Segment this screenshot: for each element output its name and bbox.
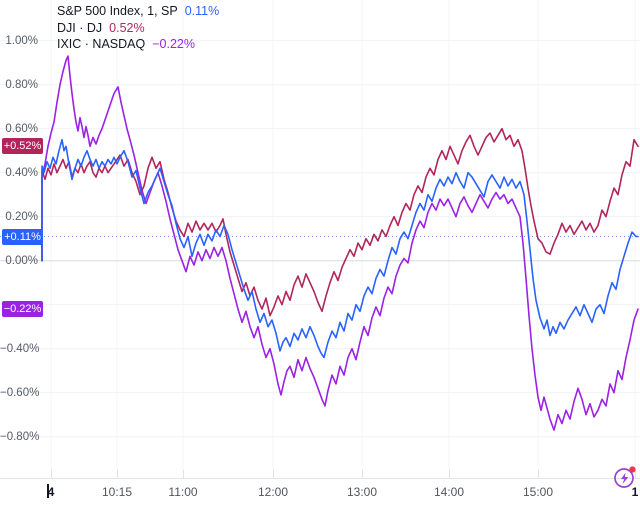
series-line-dji [41,127,639,317]
price-badge-dji: +0.52% [2,138,43,155]
legend-label-sp500: S&P 500 Index, 1, SP [57,4,178,18]
y-tick-label: −0.80% [0,430,40,443]
date-separator-tick [47,484,49,498]
x-tick-mark [635,470,636,478]
flash-circle [614,468,634,488]
x-tick-label: 15:00 [522,485,554,499]
y-tick-label: 0.20% [5,210,38,223]
series-line-sp500 [41,138,639,359]
x-tick-mark [538,470,539,478]
y-tick-label: 0.80% [5,78,38,91]
x-tick-mark [449,470,450,478]
legend-value-dji: 0.52% [109,20,145,35]
legend-label-dji: DJI · DJ [57,20,103,35]
x-tick-mark [362,470,363,478]
legend-label-nasdaq: IXIC · NASDAQ [57,37,146,51]
y-tick-label: 1.00% [5,34,38,47]
x-tick-label: 11:00 [168,485,198,499]
x-tick-mark [273,470,274,478]
lightning-bolt-icon [620,472,629,485]
legend-row-sp500[interactable]: S&P 500 Index, 1, SP 0.11% [57,3,219,20]
notification-dot [629,466,636,473]
series-line-nasdaq [41,55,639,431]
price-badge-sp500: +0.11% [2,228,43,245]
y-tick-label: 0.60% [5,122,38,135]
x-tick-label: 13:00 [346,485,378,499]
x-tick-label: 4 [47,485,55,499]
y-tick-label: 0.40% [5,166,38,179]
time-axis-separator [0,478,640,479]
y-tick-label: 0.00% [5,254,38,267]
x-tick-label: 10:15 [101,485,133,499]
x-tick-label: 1 [631,485,639,499]
x-tick-label: 12:00 [257,485,289,499]
x-tick-mark [183,470,184,478]
legend: S&P 500 Index, 1, SP 0.11% DJI · DJ 0.52% … [57,3,219,53]
x-tick-mark [51,470,52,478]
legend-row-dji[interactable]: DJI · DJ 0.52% [57,20,219,37]
price-chart-plot[interactable] [0,0,640,472]
y-tick-label: −0.60% [0,386,40,399]
flash-icon[interactable] [612,463,638,491]
legend-value-nasdaq: −0.22% [152,37,195,51]
x-tick-label: 14:00 [433,485,465,499]
legend-row-nasdaq[interactable]: IXIC · NASDAQ −0.22% [57,36,219,53]
y-tick-label: −0.40% [0,342,40,355]
legend-value-sp500: 0.11% [184,4,220,18]
x-tick-mark [117,470,118,478]
price-badge-nasdaq: −0.22% [2,301,43,318]
